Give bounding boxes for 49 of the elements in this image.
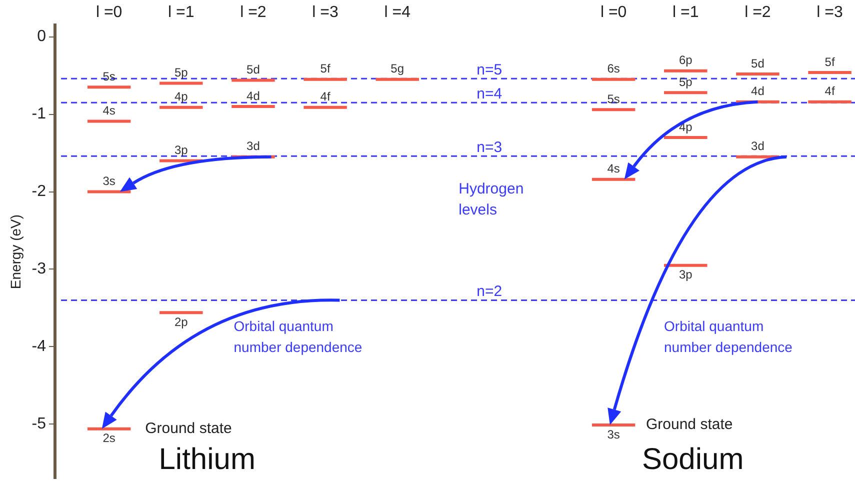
annotation: Hydrogen levels [458, 180, 524, 219]
annotation: Ground state [145, 420, 232, 437]
series-label: 3p [174, 143, 188, 158]
series-label: 5s [607, 92, 620, 106]
series-label: 4f [824, 84, 836, 98]
series-label: 4s [102, 104, 116, 118]
series-label: 3d [751, 139, 764, 154]
series-label: 4d [751, 84, 764, 98]
y-tick-label: -2 [32, 183, 46, 200]
annotation: Ground state [646, 416, 733, 434]
y-tick-label: -4 [32, 338, 46, 356]
y-tick-label: 0 [37, 28, 46, 46]
series-label: 6s [607, 62, 620, 76]
series-label: 5f [320, 62, 331, 76]
series-label: 3p [678, 268, 693, 282]
y-tick-label: -1 [32, 106, 46, 123]
annotation: Orbital quantum number dependence [234, 318, 362, 356]
series-label: 5p [174, 66, 188, 80]
series-label: 2s [102, 431, 116, 446]
series-label: 5p [678, 74, 693, 89]
series-label: 3s [607, 427, 620, 442]
x-tick-label: l =3 [312, 4, 339, 22]
series-label: 3s [102, 174, 116, 188]
x-tick-label: l =0 [96, 4, 122, 22]
annotation: Lithium [158, 442, 256, 476]
y-tick-label: -3 [32, 260, 46, 278]
x-tick-label: l =4 [384, 4, 411, 22]
series-label: 4f [320, 90, 331, 104]
series-label: 5g [390, 62, 404, 76]
annotation: n=3 [476, 138, 502, 156]
series-label: 4p [678, 120, 693, 134]
series-label: 5f [824, 54, 836, 69]
y-tick-label: -5 [32, 416, 46, 433]
annotation: Orbital quantum number dependence [664, 318, 793, 356]
annotation: Sodium [642, 442, 744, 476]
annotation: n=2 [476, 282, 502, 300]
series-label: 3d [246, 139, 260, 154]
series-label: 5d [751, 56, 764, 70]
annotation: n=5 [476, 61, 502, 78]
series-label: 6p [678, 53, 693, 68]
x-tick-label: l =1 [168, 4, 194, 22]
series-label: 4p [174, 90, 188, 104]
series-label: 4s [607, 162, 620, 176]
series-label: 4d [246, 88, 260, 103]
annotation: n=4 [476, 85, 502, 102]
x-tick-label: l =2 [240, 4, 266, 22]
series-label: 5d [246, 62, 260, 77]
y-axis-title: Energy (eV) [7, 214, 24, 290]
series-label: 2p [174, 314, 188, 329]
